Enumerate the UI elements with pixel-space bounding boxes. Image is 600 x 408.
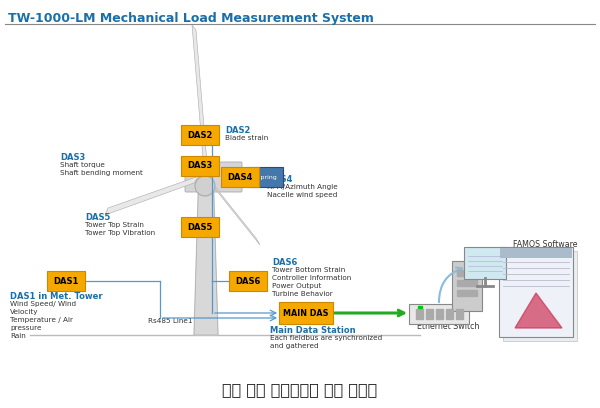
FancyBboxPatch shape	[247, 167, 283, 187]
Polygon shape	[208, 178, 260, 245]
Text: TW-1000-LM Mechanical Load Measurement System: TW-1000-LM Mechanical Load Measurement S…	[8, 12, 374, 25]
Circle shape	[195, 176, 215, 196]
Polygon shape	[416, 309, 423, 319]
Text: DAS5: DAS5	[85, 213, 110, 222]
FancyBboxPatch shape	[499, 247, 573, 337]
Text: DAS1: DAS1	[53, 277, 79, 286]
FancyBboxPatch shape	[279, 302, 333, 324]
Text: DAS6: DAS6	[272, 258, 298, 267]
FancyBboxPatch shape	[181, 156, 219, 176]
Text: DAS4: DAS4	[267, 175, 292, 184]
Text: Shaft torque
Shaft bending moment: Shaft torque Shaft bending moment	[60, 162, 143, 176]
FancyBboxPatch shape	[47, 271, 85, 291]
Text: RPM/Azimuth Angle
Nacelle wind speed: RPM/Azimuth Angle Nacelle wind speed	[267, 184, 338, 198]
FancyBboxPatch shape	[464, 247, 506, 279]
Text: 기계 하중 측정시스템 전체 구성도: 기계 하중 측정시스템 전체 구성도	[223, 383, 377, 397]
Text: MAIN DAS: MAIN DAS	[283, 308, 329, 317]
Text: DAS3: DAS3	[187, 162, 212, 171]
FancyBboxPatch shape	[500, 248, 572, 258]
FancyBboxPatch shape	[503, 251, 577, 341]
Polygon shape	[418, 306, 422, 308]
Text: Each fieldbus are synchronized
and gathered: Each fieldbus are synchronized and gathe…	[270, 335, 382, 349]
FancyBboxPatch shape	[181, 217, 219, 237]
Text: DAS1 in Met. Tower: DAS1 in Met. Tower	[10, 292, 103, 301]
Polygon shape	[457, 280, 477, 286]
Polygon shape	[515, 293, 562, 328]
Text: Ethernet Switch: Ethernet Switch	[417, 322, 479, 331]
FancyBboxPatch shape	[185, 162, 242, 192]
FancyBboxPatch shape	[181, 125, 219, 145]
Polygon shape	[194, 168, 218, 335]
Text: DAS6: DAS6	[235, 277, 260, 286]
Text: FAMOS Software: FAMOS Software	[513, 240, 577, 249]
FancyBboxPatch shape	[409, 304, 469, 324]
FancyBboxPatch shape	[221, 167, 259, 187]
Polygon shape	[105, 176, 199, 215]
Polygon shape	[457, 290, 477, 296]
Text: Blade strain: Blade strain	[225, 135, 268, 141]
Text: Slipring: Slipring	[253, 175, 277, 180]
Polygon shape	[192, 25, 208, 175]
Polygon shape	[446, 309, 453, 319]
Polygon shape	[456, 309, 463, 319]
Text: DAS3: DAS3	[60, 153, 85, 162]
Text: Main Data Station: Main Data Station	[270, 326, 356, 335]
Text: DAS5: DAS5	[187, 222, 212, 231]
Text: Tower Top Strain
Tower Top Vibration: Tower Top Strain Tower Top Vibration	[85, 222, 155, 236]
Text: Wind Speed/ Wind
Velocity
Temperature / Air
pressure
Rain: Wind Speed/ Wind Velocity Temperature / …	[10, 301, 76, 339]
Text: DAS2: DAS2	[225, 126, 250, 135]
Polygon shape	[426, 309, 433, 319]
Text: DAS4: DAS4	[227, 173, 253, 182]
Text: Rs485 Line1: Rs485 Line1	[148, 318, 193, 324]
FancyBboxPatch shape	[229, 271, 267, 291]
Polygon shape	[436, 309, 443, 319]
Text: DAS2: DAS2	[187, 131, 212, 140]
Polygon shape	[457, 270, 477, 276]
Text: Tower Bottom Strain
Controller Information
Power Output
Turbine Behavior: Tower Bottom Strain Controller Informati…	[272, 267, 351, 297]
FancyBboxPatch shape	[452, 261, 482, 311]
